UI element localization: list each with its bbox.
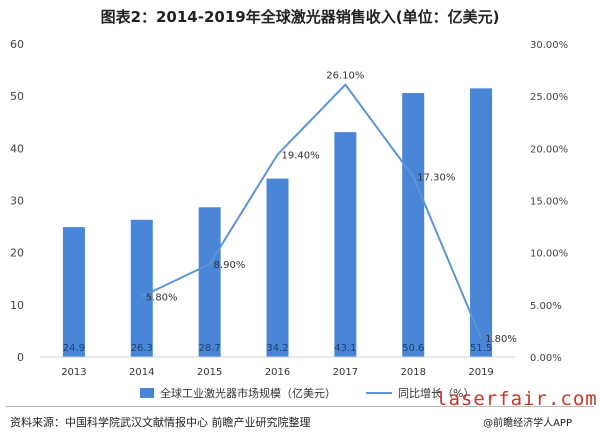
legend-swatch-line [366,392,392,394]
x-tick-label: 2017 [333,367,358,378]
line-value-label: 17.30% [417,173,455,184]
left-tick-label: 40 [10,142,24,155]
right-tick-label: 25.00% [530,92,568,103]
bar-value-label: 24.9 [63,343,85,354]
left-tick-label: 30 [10,195,24,208]
growth-line [141,83,482,339]
left-tick-label: 60 [10,38,24,51]
chart-title: 图表2：2014-2019年全球激光器销售收入(单位：亿美元) [100,8,500,26]
bar [198,207,221,357]
right-tick-label: 30.00% [530,40,568,51]
bar-value-label: 43.1 [334,343,356,354]
bar-value-label: 28.7 [199,343,221,354]
bar-value-label: 51.5 [470,343,492,354]
source-note: 资料来源：中国科学院武汉文献情报中心 前瞻产业研究院整理 [10,416,311,429]
x-tick-label: 2013 [61,367,86,378]
bar [62,227,85,357]
credit-note: @前瞻经济学人APP [483,418,572,429]
line-value-label: 19.40% [282,151,320,162]
left-tick-label: 0 [17,351,24,364]
right-tick-label: 15.00% [530,197,568,208]
bar-value-label: 34.2 [266,343,288,354]
bar [130,219,153,357]
x-tick-label: 2014 [129,367,154,378]
bar [334,132,357,357]
x-tick-label: 2015 [197,367,222,378]
legend: 全球工业激光器市场规模（亿美元） 同比增长（%） [140,385,474,401]
right-tick-label: 10.00% [530,249,568,260]
bar-series: 24.9 26.3 28.7 34.2 43.1 50.6 51.5 [63,88,492,357]
line-value-label: 26.10% [326,71,364,82]
bar [266,178,289,357]
x-tick-label: 2018 [400,367,425,378]
site-watermark: laserfair.com [436,388,598,410]
left-tick-label: 10 [10,299,24,312]
left-tick-label: 50 [10,90,24,103]
left-tick-label: 20 [10,247,24,260]
x-tick-label: 2016 [265,367,290,378]
bar [470,88,493,357]
bar [402,93,425,357]
line-value-label: 1.80% [485,334,517,345]
legend-swatch-bar [140,388,154,398]
bar-value-label: 50.6 [402,343,424,354]
right-axis: 0.00% 5.00% 10.00% 15.00% 20.00% 25.00% 30.00% [530,40,568,364]
legend-item-line: 同比增长（%） [366,385,474,401]
left-axis: 0 10 20 30 40 50 60 [10,38,24,364]
right-tick-label: 20.00% [530,144,568,155]
footer-divider [6,406,594,407]
right-tick-label: 5.00% [530,301,562,312]
x-tick-label: 2019 [468,367,493,378]
x-axis: 2013 2014 2015 2016 2017 2018 2019 [40,356,515,378]
line-value-label: 8.90% [214,260,246,271]
legend-label-bar: 全球工业激光器市场规模（亿美元） [160,387,336,400]
bar-value-label: 26.3 [131,343,153,354]
line-value-label: 5.80% [146,292,178,303]
legend-item-bar: 全球工业激光器市场规模（亿美元） [140,385,336,401]
right-tick-label: 0.00% [530,353,562,364]
line-series: 5.80% 8.90% 19.40% 26.10% 17.30% 1.80% [141,71,517,345]
legend-label-line: 同比增长（%） [398,387,475,400]
